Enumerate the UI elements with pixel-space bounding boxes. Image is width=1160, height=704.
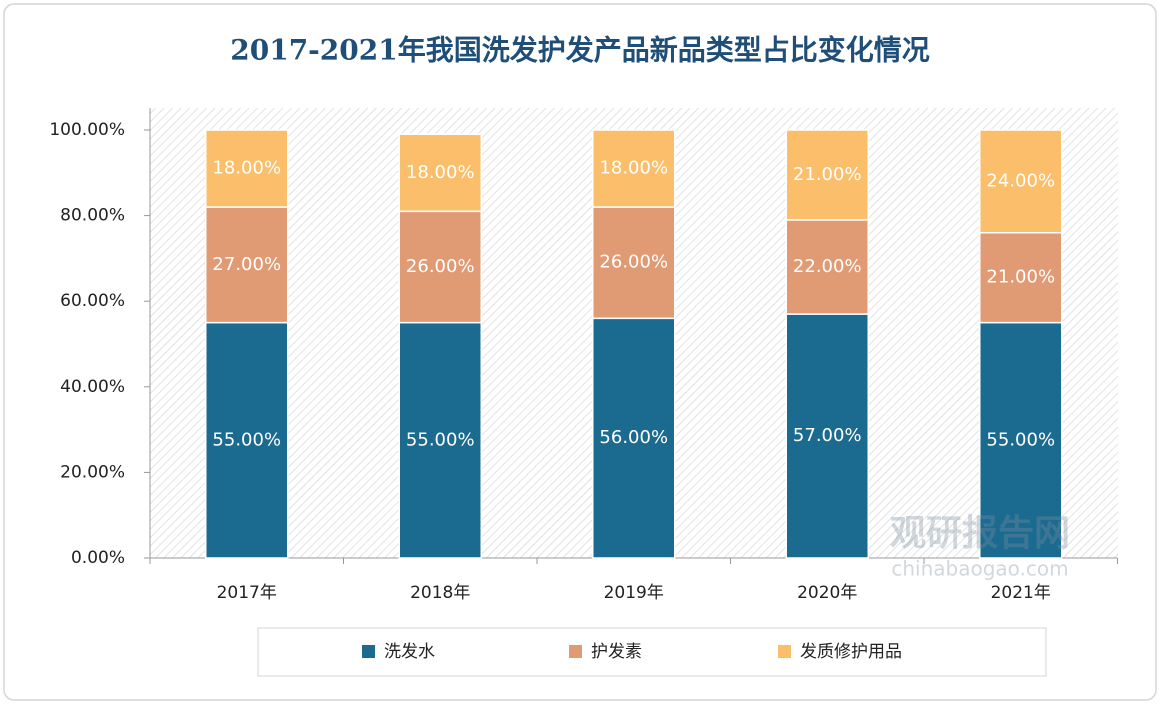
y-tick-label: 80.00% — [60, 206, 125, 226]
bar-segment — [398, 210, 482, 324]
watermark: 观研报告网 — [890, 513, 1070, 554]
watermark: chinabaogao.com — [891, 557, 1068, 581]
legend-swatch — [362, 645, 375, 658]
value-label: 26.00% — [599, 252, 668, 273]
bar-segment — [398, 133, 482, 213]
bar-segment — [979, 321, 1063, 559]
chart-title: 2017-2021年我国洗发护发产品新品类型占比变化情况 — [230, 34, 929, 67]
legend-swatch — [778, 645, 791, 658]
bar-segment — [592, 317, 676, 559]
legend-box — [257, 627, 1047, 677]
legend-label: 护发素 — [591, 642, 642, 662]
bar-segment — [785, 129, 869, 221]
x-tick-label: 2020年 — [797, 583, 857, 603]
bar-segment — [979, 231, 1063, 324]
value-label: 21.00% — [986, 267, 1055, 288]
value-label: 55.00% — [406, 429, 475, 450]
value-label: 18.00% — [212, 158, 281, 179]
value-label: 18.00% — [406, 162, 475, 183]
x-tick-label: 2018年 — [410, 583, 470, 603]
value-label: 24.00% — [986, 170, 1055, 191]
bar-segment — [205, 206, 289, 324]
bar-segment — [398, 321, 482, 559]
legend-swatch — [569, 645, 582, 658]
value-label: 22.00% — [793, 256, 862, 277]
x-tick-label: 2019年 — [604, 583, 664, 603]
bar-segment — [785, 219, 869, 315]
value-label: 55.00% — [212, 429, 281, 450]
y-tick-label: 60.00% — [60, 291, 125, 311]
bar-segment — [979, 129, 1063, 234]
x-tick-label: 2021年 — [991, 583, 1051, 603]
bar-segment — [785, 313, 869, 559]
value-label: 56.00% — [599, 427, 668, 448]
legend-label: 发质修护用品 — [800, 642, 902, 662]
legend-label: 洗发水 — [384, 642, 435, 662]
value-label: 18.00% — [599, 158, 668, 179]
bar-segment — [205, 321, 289, 559]
bar-segment — [592, 206, 676, 320]
value-label: 27.00% — [212, 254, 281, 275]
bar-segment — [205, 129, 289, 208]
bar-segment — [592, 129, 676, 208]
y-tick-label: 20.00% — [60, 462, 125, 482]
y-tick-label: 40.00% — [60, 377, 125, 397]
value-label: 57.00% — [793, 425, 862, 446]
x-tick-label: 2017年 — [217, 583, 277, 603]
y-tick-label: 0.00% — [71, 548, 125, 568]
y-tick-label: 100.00% — [49, 120, 125, 140]
value-label: 21.00% — [793, 164, 862, 185]
value-label: 55.00% — [986, 429, 1055, 450]
value-label: 26.00% — [406, 256, 475, 277]
